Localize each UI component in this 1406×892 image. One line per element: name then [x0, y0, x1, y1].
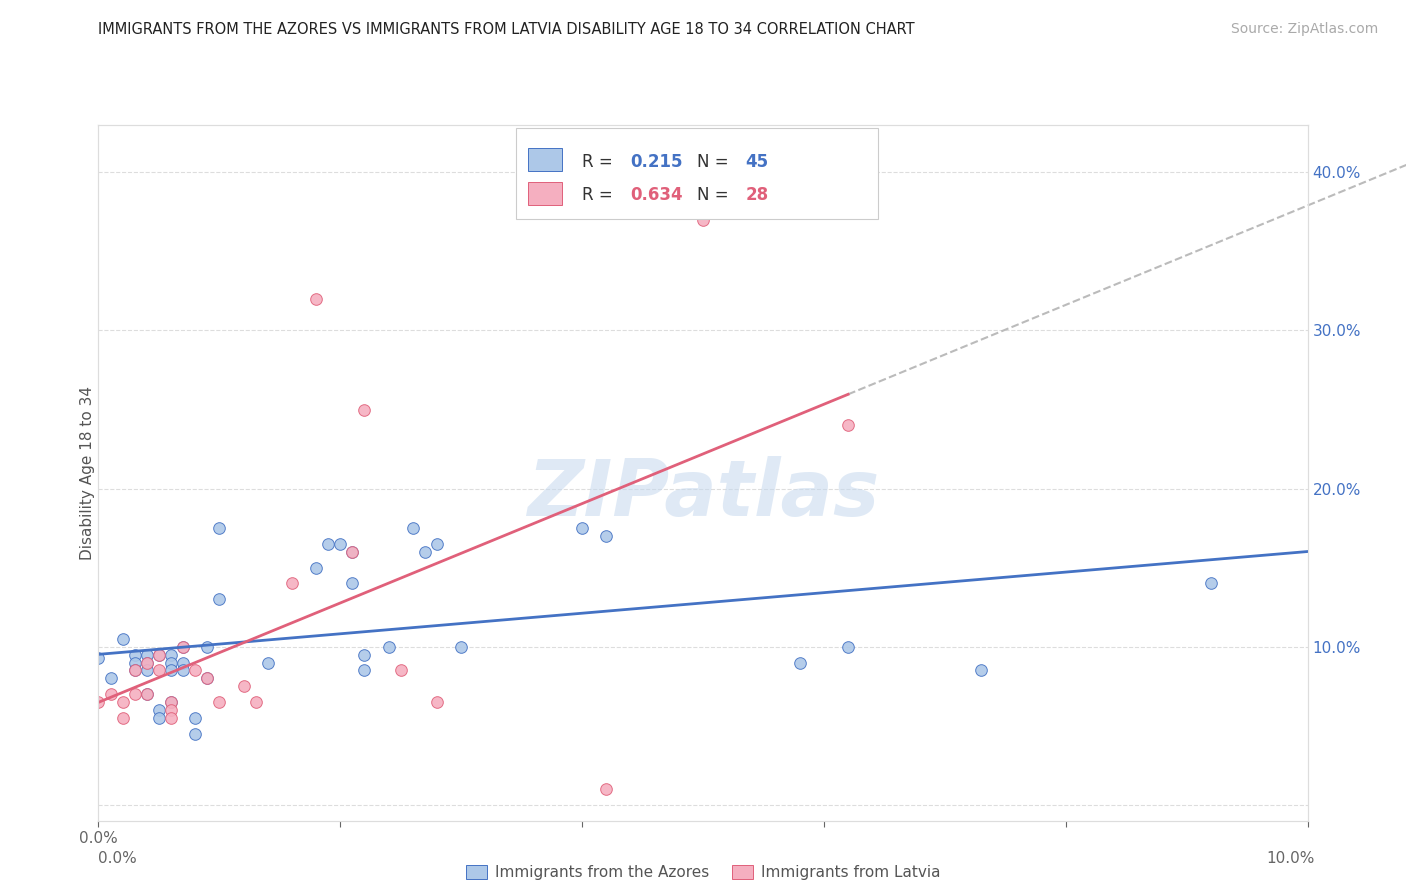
Point: [87, 650, 110, 665]
Point: [135, 664, 157, 678]
Point: [342, 576, 364, 591]
Point: [450, 640, 472, 654]
Text: 10.0%: 10.0%: [1267, 851, 1315, 865]
Point: [135, 648, 157, 662]
Point: [208, 695, 231, 709]
Point: [148, 703, 170, 717]
Text: IMMIGRANTS FROM THE AZORES VS IMMIGRANTS FROM LATVIA DISABILITY AGE 18 TO 34 COR: IMMIGRANTS FROM THE AZORES VS IMMIGRANTS…: [98, 22, 915, 37]
Point: [245, 695, 267, 709]
Point: [256, 656, 278, 670]
Point: [342, 545, 364, 559]
Text: R =: R =: [582, 153, 619, 170]
Point: [305, 560, 328, 574]
Point: [837, 418, 859, 433]
Text: 0.215: 0.215: [630, 153, 683, 170]
Text: ZIPatlas: ZIPatlas: [527, 456, 879, 532]
Point: [160, 664, 183, 678]
Point: [160, 695, 183, 709]
FancyBboxPatch shape: [516, 128, 879, 219]
Point: [426, 537, 449, 551]
Point: [195, 671, 218, 685]
Point: [160, 648, 183, 662]
Text: R =: R =: [582, 186, 619, 204]
Point: [135, 656, 157, 670]
Point: [124, 687, 146, 701]
Point: [413, 545, 436, 559]
Point: [281, 576, 304, 591]
Point: [124, 664, 146, 678]
Point: [195, 640, 218, 654]
Point: [353, 648, 375, 662]
Point: [329, 537, 352, 551]
Point: [377, 640, 399, 654]
Point: [232, 679, 254, 693]
Point: [595, 529, 617, 543]
Point: [172, 640, 194, 654]
Point: [111, 695, 134, 709]
Point: [195, 671, 218, 685]
Y-axis label: Disability Age 18 to 34: Disability Age 18 to 34: [80, 385, 94, 560]
Point: [135, 687, 157, 701]
Point: [184, 664, 207, 678]
Point: [353, 402, 375, 417]
Point: [837, 640, 859, 654]
Point: [160, 695, 183, 709]
Text: 28: 28: [745, 186, 769, 204]
Point: [124, 648, 146, 662]
Point: [970, 664, 993, 678]
Point: [100, 687, 122, 701]
Point: [148, 664, 170, 678]
Point: [316, 537, 339, 551]
Text: 45: 45: [745, 153, 769, 170]
Point: [100, 671, 122, 685]
Point: [148, 648, 170, 662]
Point: [595, 782, 617, 797]
Point: [124, 656, 146, 670]
Legend: Immigrants from the Azores, Immigrants from Latvia: Immigrants from the Azores, Immigrants f…: [465, 865, 941, 880]
Point: [172, 640, 194, 654]
Point: [135, 687, 157, 701]
Point: [1199, 576, 1222, 591]
Point: [172, 664, 194, 678]
Point: [426, 695, 449, 709]
Point: [160, 656, 183, 670]
Point: [135, 656, 157, 670]
Point: [571, 521, 593, 535]
Text: Source: ZipAtlas.com: Source: ZipAtlas.com: [1230, 22, 1378, 37]
Text: N =: N =: [697, 153, 734, 170]
FancyBboxPatch shape: [527, 181, 561, 205]
Point: [789, 656, 811, 670]
Text: 0.0%: 0.0%: [98, 851, 138, 865]
Point: [160, 711, 183, 725]
Point: [160, 703, 183, 717]
Point: [184, 711, 207, 725]
Point: [305, 292, 328, 306]
Point: [353, 664, 375, 678]
Point: [148, 711, 170, 725]
FancyBboxPatch shape: [527, 148, 561, 171]
Point: [208, 592, 231, 607]
Point: [692, 212, 714, 227]
Point: [111, 711, 134, 725]
Text: 0.634: 0.634: [630, 186, 683, 204]
Point: [342, 545, 364, 559]
Point: [389, 664, 412, 678]
Point: [87, 695, 110, 709]
Point: [148, 648, 170, 662]
Point: [124, 664, 146, 678]
Point: [172, 656, 194, 670]
Point: [111, 632, 134, 646]
Point: [402, 521, 425, 535]
Point: [208, 521, 231, 535]
Text: N =: N =: [697, 186, 734, 204]
Point: [184, 726, 207, 740]
